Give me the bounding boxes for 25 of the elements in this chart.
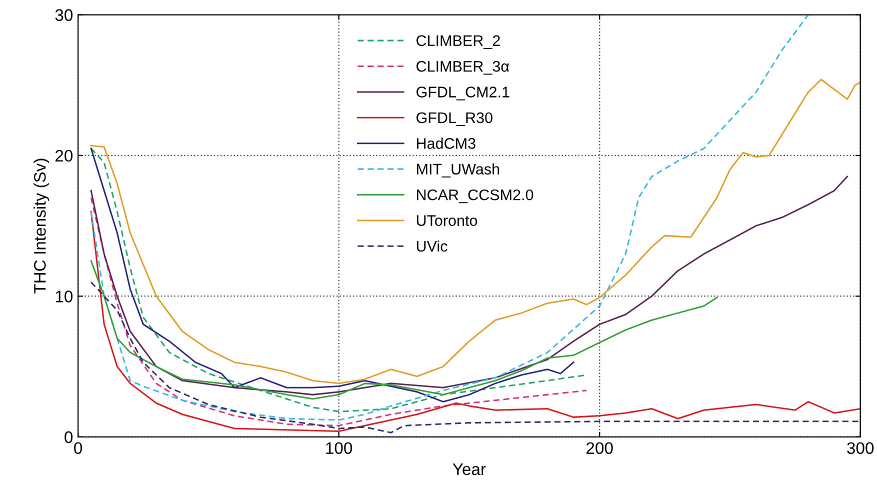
line-series — [90, 281, 860, 434]
legend-label: UToronto — [416, 215, 478, 226]
y-tick-label: 0 — [64, 431, 73, 444]
line-series — [90, 78, 860, 384]
y-tick-label: 30 — [55, 9, 73, 21]
x-tick-label: 100 — [326, 442, 352, 454]
legend-label: MIT_UWash — [417, 163, 500, 178]
line-series — [90, 176, 848, 396]
y-tick-label: 10 — [56, 290, 73, 302]
x-tick-label: 200 — [586, 442, 613, 454]
x-axis-title: Year — [452, 463, 486, 476]
legend-label: NCAR_CCSM2.0 — [417, 189, 534, 204]
y-axis-title: THC Intensity (Sv) — [34, 158, 50, 294]
legend-label: CLIMBER_3α — [416, 60, 510, 75]
x-tick-label: 300 — [847, 442, 874, 454]
line-series — [90, 260, 718, 400]
y-tick-label: 20 — [55, 150, 73, 162]
legend-label: HadCM3 — [417, 138, 476, 149]
legend-label: UVic — [416, 240, 448, 252]
line-series — [90, 14, 809, 421]
x-tick-label: 0 — [74, 442, 82, 454]
legend-label: CLIMBER_2 — [416, 35, 500, 49]
legend-label: GFDL_R30 — [416, 112, 492, 126]
legend-label: GFDL_CM2.1 — [416, 86, 510, 100]
line-series — [90, 210, 860, 432]
